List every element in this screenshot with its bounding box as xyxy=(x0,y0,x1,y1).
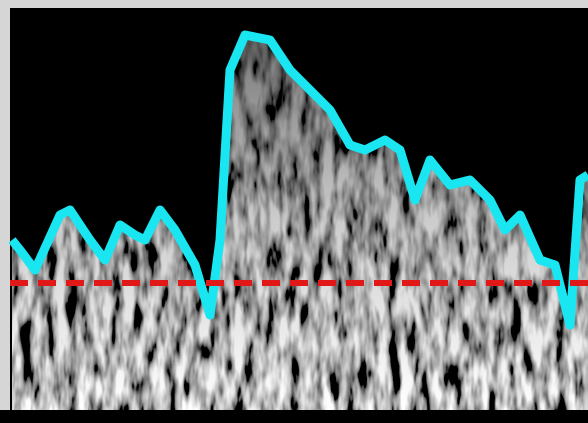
page xyxy=(0,0,588,423)
doppler-spectrogram xyxy=(0,0,588,423)
bottom-strip xyxy=(0,410,588,423)
